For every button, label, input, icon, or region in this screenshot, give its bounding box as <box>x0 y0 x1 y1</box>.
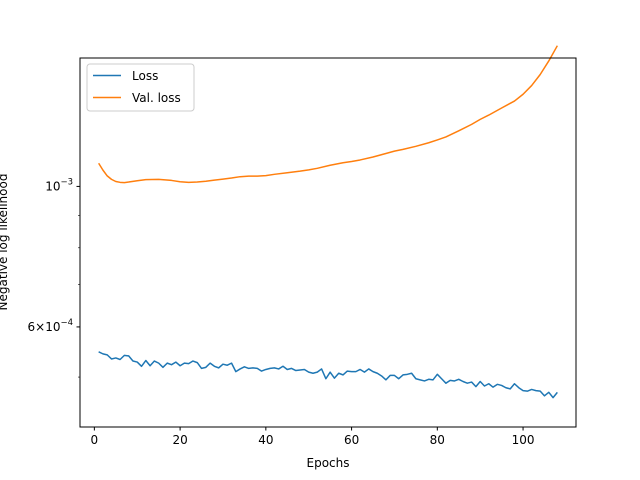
x-tick-label: 0 <box>91 433 99 447</box>
series-layer <box>98 45 559 399</box>
series-line-loss <box>98 351 558 399</box>
y-tick-label: 6×10−4 <box>28 318 74 334</box>
legend-label-loss: Loss <box>132 69 158 83</box>
y-axis-label: Negative log likelihood <box>0 174 10 311</box>
plot-frame <box>79 57 577 428</box>
x-tick-label: 80 <box>430 433 445 447</box>
legend: Loss Val. loss <box>86 63 195 112</box>
x-tick-label: 40 <box>258 433 273 447</box>
x-tick-label: 100 <box>512 433 535 447</box>
x-axis-label: Epochs <box>307 456 350 470</box>
series-line-val-loss <box>98 45 559 184</box>
ticks-layer: 0 20 40 60 80 100 10−3 6×10−4 <box>28 177 535 447</box>
legend-label-val-loss: Val. loss <box>132 91 181 105</box>
x-tick-label: 20 <box>172 433 187 447</box>
y-tick-label: 10−3 <box>45 177 73 193</box>
x-tick-label: 60 <box>344 433 359 447</box>
